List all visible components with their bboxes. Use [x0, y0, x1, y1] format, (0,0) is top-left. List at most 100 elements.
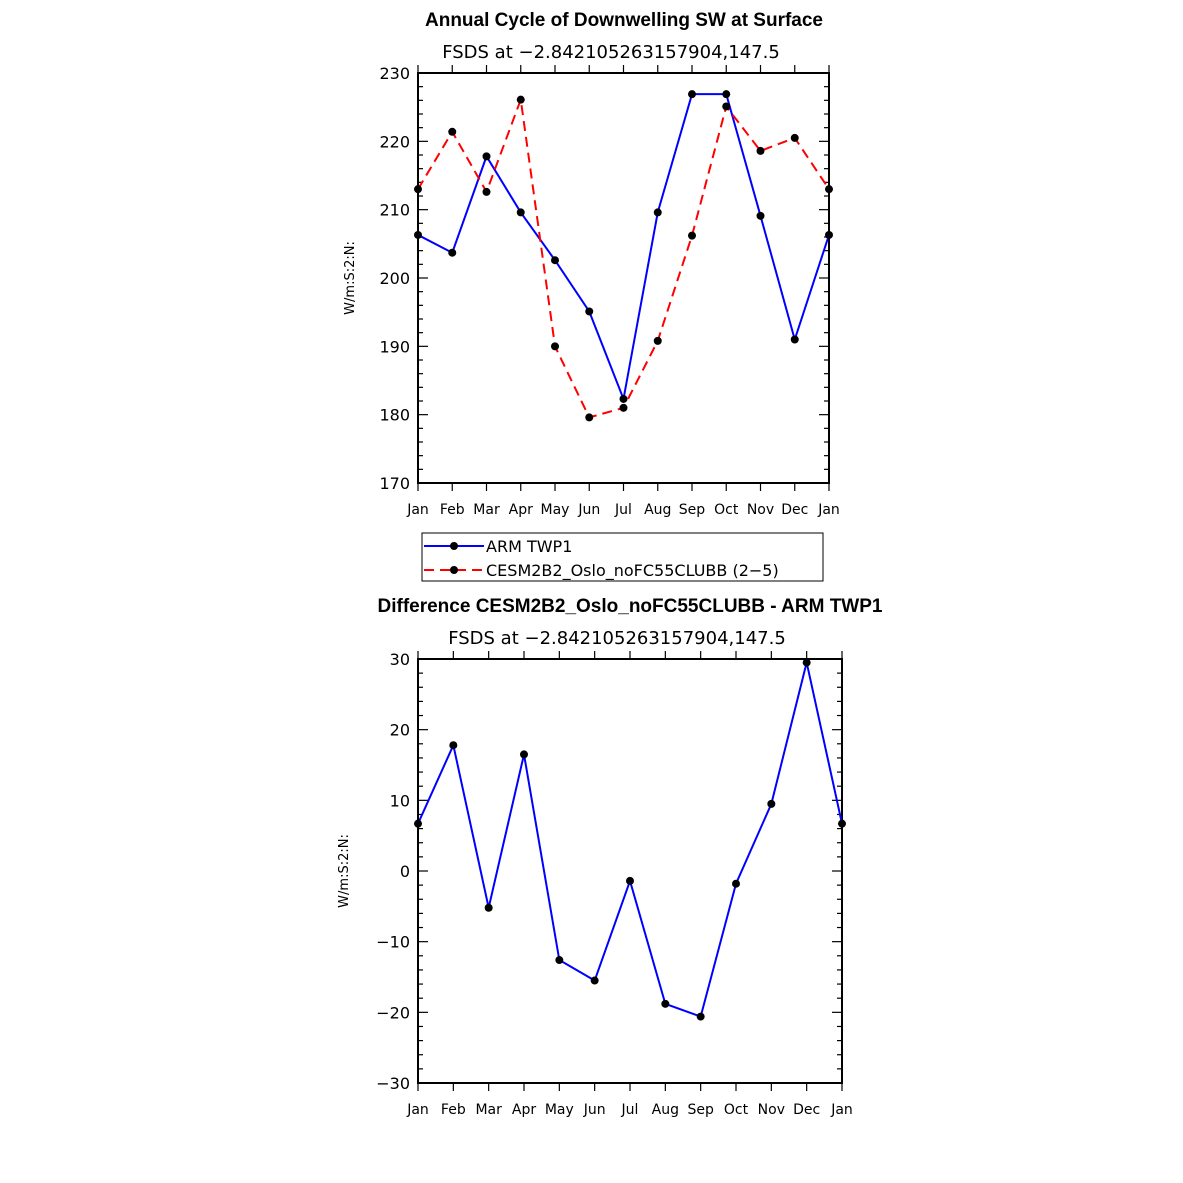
chart-subtitle: FSDS at −2.842105263157904,147.5 — [448, 628, 786, 649]
y-tick-label: 20 — [390, 721, 410, 740]
series-line-1 — [417, 93, 830, 403]
data-point — [516, 208, 525, 217]
data-point — [516, 95, 525, 104]
data-point — [449, 741, 458, 750]
x-tick-label: Apr — [509, 502, 533, 518]
x-tick-label: Oct — [724, 1102, 749, 1118]
plot-frame — [417, 72, 830, 484]
data-point — [767, 799, 776, 808]
data-point — [722, 102, 731, 111]
data-point — [482, 152, 491, 161]
x-tick-label: Dec — [793, 1102, 820, 1118]
legend: ARM TWP1 CESM2B2_Oslo_noFC55CLUBB (2−5) — [421, 532, 824, 582]
y-axis-label: W/m:S:2:N: — [337, 834, 352, 908]
data-point — [790, 133, 799, 142]
x-tick-label: Jul — [614, 502, 632, 518]
data-point — [756, 211, 765, 220]
x-tick-label: Jul — [621, 1102, 639, 1118]
y-tick-label: −30 — [376, 1074, 410, 1093]
x-tick-label: Jun — [583, 1102, 606, 1118]
data-point — [653, 336, 662, 345]
x-tick-label: Aug — [644, 502, 671, 518]
data-point — [661, 999, 670, 1008]
y-tick-label: −10 — [376, 933, 410, 952]
data-point — [585, 307, 594, 316]
x-tick-label: May — [541, 502, 570, 518]
legend-marker-arm — [450, 542, 458, 550]
data-point — [838, 819, 846, 828]
y-tick-label: 210 — [379, 201, 410, 220]
x-tick-label: Jan — [406, 502, 429, 518]
x-tick-label: Nov — [747, 502, 774, 518]
data-point — [414, 819, 422, 828]
x-tick-label: Mar — [475, 1102, 502, 1118]
legend-label-arm: ARM TWP1 — [486, 537, 572, 556]
data-point — [590, 976, 599, 985]
chart-subtitle: FSDS at −2.842105263157904,147.5 — [442, 42, 780, 63]
chart-title: Annual Cycle of Downwelling SW at Surfac… — [425, 10, 823, 31]
series-line-2 — [417, 99, 830, 419]
x-tick-label: Nov — [758, 1102, 785, 1118]
x-tick-label: Jun — [577, 502, 600, 518]
data-point — [448, 127, 457, 136]
legend-marker-cesm — [450, 566, 458, 574]
data-point — [484, 903, 493, 912]
data-point — [722, 90, 731, 99]
y-axis-label: W/m:S:2:N: — [343, 241, 358, 315]
data-point — [414, 185, 422, 194]
data-point — [825, 230, 833, 239]
y-tick-label: 230 — [379, 64, 410, 83]
data-point — [520, 750, 528, 759]
x-tick-label: Mar — [473, 502, 500, 518]
data-point — [551, 342, 559, 351]
data-point — [414, 230, 422, 239]
x-tick-label: May — [545, 1102, 574, 1118]
data-point — [551, 256, 559, 265]
data-point — [696, 1012, 705, 1021]
data-point — [619, 403, 628, 412]
data-point — [482, 187, 491, 196]
data-point — [802, 658, 811, 667]
y-tick-label: 0 — [400, 862, 410, 881]
data-point — [555, 956, 564, 965]
x-tick-label: Sep — [679, 502, 706, 518]
data-point — [585, 413, 594, 422]
data-point — [688, 231, 696, 240]
data-point — [653, 208, 662, 217]
y-tick-label: 200 — [379, 269, 410, 288]
y-tick-label: 190 — [379, 337, 410, 356]
x-tick-label: Jan — [830, 1102, 853, 1118]
x-tick-label: Jan — [817, 502, 840, 518]
y-tick-label: 10 — [390, 791, 410, 810]
x-tick-label: Jan — [406, 1102, 429, 1118]
plot-area: 170 180 190 200 210 220 230 Jan Feb Mar Apr May Jun J… — [379, 64, 839, 518]
data-point — [790, 335, 799, 344]
y-tick-label: 220 — [379, 132, 410, 151]
y-tick-label: 180 — [379, 406, 410, 425]
legend-label-cesm: CESM2B2_Oslo_noFC55CLUBB (2−5) — [486, 561, 779, 581]
series-line-1 — [417, 662, 843, 1018]
plot-area: −30 −20 −10 0 10 20 30 Jan Feb Mar Apr May Jun Jul Aug… — [376, 650, 853, 1118]
x-tick-label: Feb — [441, 1102, 466, 1118]
chart-title: Difference CESM2B2_Oslo_noFC55CLUBB - AR… — [378, 596, 883, 617]
difference-panel: Difference CESM2B2_Oslo_noFC55CLUBB - AR… — [337, 596, 883, 1118]
data-point — [756, 146, 765, 155]
data-point — [626, 876, 634, 885]
y-tick-label: 170 — [379, 474, 410, 493]
y-tick-label: −20 — [376, 1003, 410, 1022]
y-tick-label: 30 — [390, 650, 410, 669]
data-point — [825, 185, 833, 194]
x-tick-label: Apr — [512, 1102, 536, 1118]
x-tick-label: Feb — [440, 502, 465, 518]
x-tick-label: Sep — [687, 1102, 714, 1118]
annual-cycle-panel: Annual Cycle of Downwelling SW at Surfac… — [343, 10, 840, 582]
data-point — [448, 248, 457, 257]
x-tick-label: Oct — [714, 502, 739, 518]
data-point — [688, 90, 696, 99]
x-tick-label: Dec — [781, 502, 808, 518]
legend-box — [421, 532, 824, 582]
x-tick-label: Aug — [652, 1102, 679, 1118]
data-point — [619, 394, 628, 403]
data-point — [732, 879, 740, 888]
